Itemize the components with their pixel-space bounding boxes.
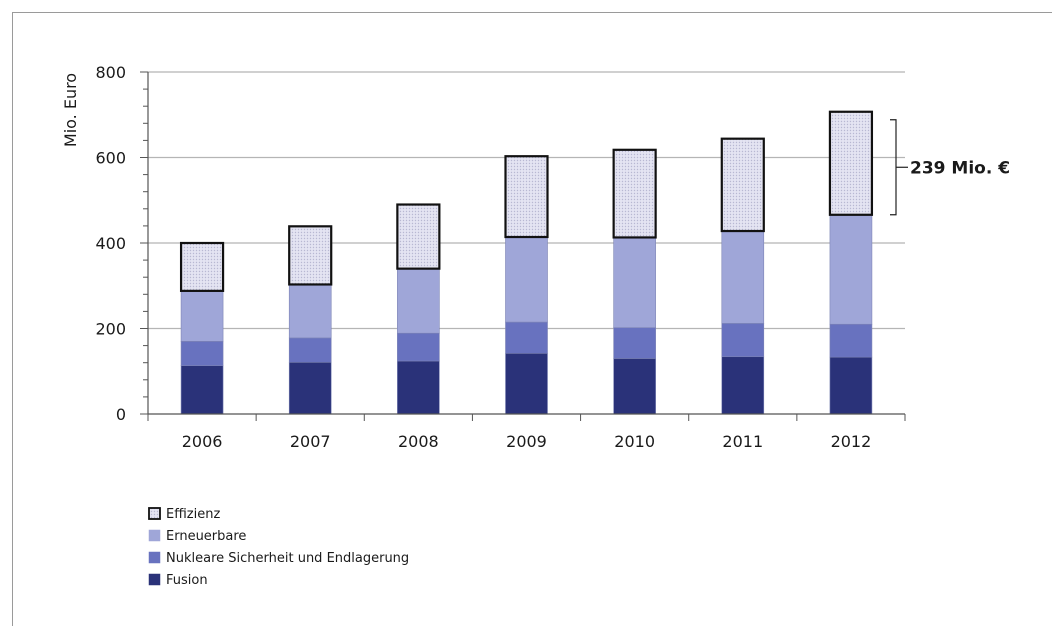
bar-segment-erneuerbare [397, 268, 440, 334]
bar-segment-fusion [288, 361, 332, 415]
legend-label: Erneuerbare [166, 529, 246, 544]
y-tick-label: 600 [95, 149, 126, 168]
x-tick-label: 2010 [614, 432, 655, 451]
x-tick-label: 2006 [182, 432, 223, 451]
y-tick-label: 200 [95, 320, 126, 339]
bar-segment-erneuerbare [613, 237, 656, 328]
bar-segment-fusion [721, 356, 765, 415]
bar-segment-effizienz [504, 155, 549, 239]
x-tick-label: 2011 [722, 432, 763, 451]
x-tick-label: 2008 [398, 432, 439, 451]
bar-segment-effizienz [720, 137, 765, 233]
legend-swatch [148, 573, 161, 586]
legend-swatch [148, 529, 161, 542]
bar-segment-effizienz [612, 148, 657, 239]
bar-segment-nukleare-sicherheit-und-endlagerung [613, 327, 656, 359]
legend: Effizienz Erneuerbare Nukleare Sicherheit … [148, 507, 409, 588]
y-tick-label: 400 [95, 234, 126, 253]
bar-segment-fusion [613, 358, 656, 415]
bar-segment-nukleare-sicherheit-und-endlagerung [288, 337, 332, 363]
legend-label: Nukleare Sicherheit und Endlagerung [166, 551, 409, 566]
x-tick-label: 2007 [290, 432, 331, 451]
y-tick-label: 800 [95, 63, 126, 82]
y-tick-labels: 0 200 400 600 800 [95, 63, 126, 424]
bar-segment-effizienz [288, 225, 333, 286]
bar-segment-erneuerbare [288, 284, 332, 339]
bar-segment-nukleare-sicherheit-und-endlagerung [829, 323, 873, 358]
y-tick-label: 0 [116, 405, 126, 424]
bars [179, 110, 874, 415]
bar-segment-fusion [505, 352, 548, 415]
bar-segment-fusion [829, 356, 873, 415]
annotation-bracket: 239 Mio. € [890, 119, 1010, 216]
bar-segment-nukleare-sicherheit-und-endlagerung [397, 332, 440, 362]
x-tick-label: 2012 [831, 432, 872, 451]
bar-segment-effizienz [396, 203, 441, 270]
chart-frame [12, 12, 1052, 626]
axes [140, 71, 906, 421]
bracket-line [890, 119, 897, 216]
bar-segment-nukleare-sicherheit-und-endlagerung [505, 321, 548, 354]
bar-segment-erneuerbare [721, 230, 765, 324]
legend-swatch [148, 507, 161, 520]
bar-segment-effizienz [828, 110, 874, 216]
bar-segment-erneuerbare [829, 214, 873, 325]
bar-segment-nukleare-sicherheit-und-endlagerung [721, 323, 765, 358]
y-axis-title: Mio. Euro [61, 73, 80, 147]
x-tick-label: 2009 [506, 432, 547, 451]
bar-segment-effizienz [179, 241, 225, 292]
annotation-label: 239 Mio. € [910, 158, 1010, 178]
bar-segment-erneuerbare [505, 236, 548, 323]
legend-label: Effizienz [166, 507, 220, 522]
bar-segment-erneuerbare [180, 290, 224, 342]
legend-label: Fusion [166, 573, 208, 588]
legend-swatch [148, 551, 161, 564]
bar-segment-nukleare-sicherheit-und-endlagerung [180, 341, 224, 366]
bar-segment-fusion [397, 360, 440, 415]
bar-segment-fusion [180, 365, 224, 415]
x-tick-labels: 2006 2007 2008 2009 2010 2011 2012 [182, 432, 872, 451]
